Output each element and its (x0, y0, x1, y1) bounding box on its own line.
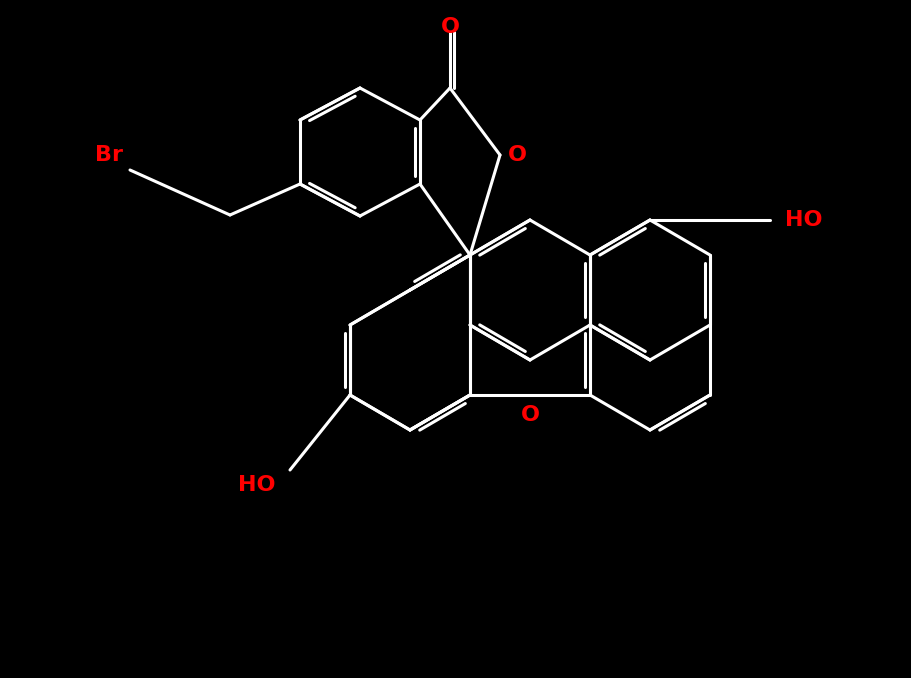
Text: O: O (508, 145, 527, 165)
Text: O: O (520, 405, 539, 425)
Text: HO: HO (238, 475, 275, 495)
Text: Br: Br (95, 145, 123, 165)
Text: HO: HO (785, 210, 823, 230)
Text: O: O (441, 17, 459, 37)
